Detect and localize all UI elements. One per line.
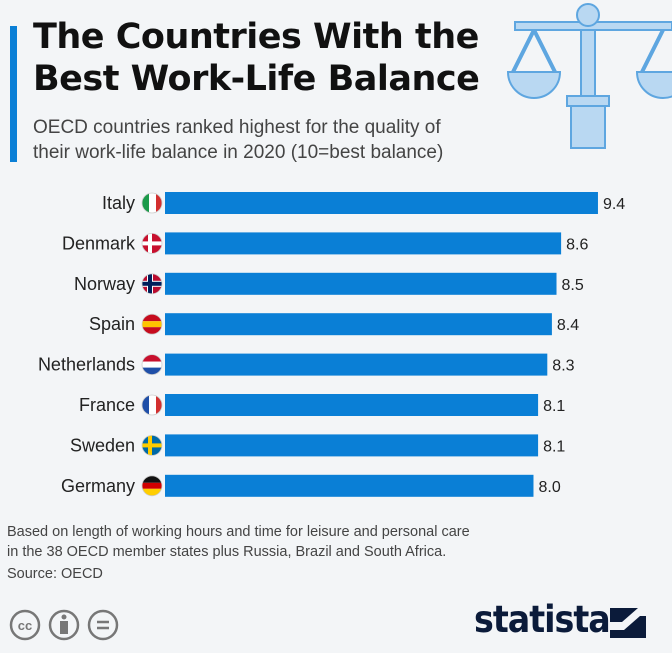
flag-outline [141, 354, 163, 376]
no-derivatives-icon [87, 609, 119, 641]
flag-outline [141, 192, 163, 214]
statista-logo-mark [610, 608, 646, 638]
title-line-1: The Countries With the [33, 17, 479, 57]
category-label: Norway [74, 274, 135, 294]
data-label: 8.5 [562, 277, 584, 294]
chart-subtitle: OECD countries ranked highest for the qu… [33, 115, 443, 165]
bar-germany [165, 474, 534, 497]
source: Source: OECD [7, 566, 103, 582]
note-line-1: Based on length of working hours and tim… [7, 524, 470, 540]
flag-icon-germany [142, 475, 162, 496]
cc-icon [9, 609, 41, 641]
bar-spain [165, 313, 552, 336]
bar-sweden [165, 434, 539, 457]
data-label: 8.3 [552, 358, 574, 375]
title-line-2: Best Work-Life Balance [33, 59, 480, 99]
data-label: 8.4 [557, 317, 579, 334]
note-line-2: in the 38 OECD member states plus Russia… [7, 544, 447, 560]
bar-norway [165, 272, 557, 295]
category-label: Spain [89, 314, 135, 334]
statista-logo: statista [474, 598, 611, 641]
flag-outline [141, 233, 163, 254]
flag-icon-spain [142, 314, 162, 335]
accent-bar [10, 26, 17, 162]
data-label: 8.1 [543, 398, 565, 415]
category-label: France [79, 395, 135, 415]
bar-netherlands [165, 353, 548, 376]
chart-title: The Countries With the Best Work-Life Ba… [33, 16, 480, 100]
data-label: 8.1 [543, 438, 565, 455]
flag-outline [141, 273, 163, 295]
subtitle-line-2: their work-life balance in 2020 (10=best… [33, 142, 444, 163]
flag-outline [141, 434, 163, 456]
flag-icon-norway [142, 273, 162, 294]
category-label: Netherlands [38, 355, 135, 375]
svg-text:cc: cc [18, 618, 32, 633]
data-label: 9.4 [603, 196, 625, 213]
flag-outline [141, 394, 163, 416]
category-label: Italy [102, 193, 135, 213]
category-label: Denmark [62, 233, 136, 253]
bar-france [165, 394, 539, 416]
bar-denmark [165, 232, 562, 255]
data-label: 8.0 [538, 479, 560, 496]
flag-icon-italy [142, 193, 162, 213]
flag-icon-netherlands [142, 354, 162, 375]
flag-icon-france [142, 395, 162, 415]
bar-chart: Italy 9.4 Denmark 8.6 Norway 8.5 Spain 8.4 Nethe… [38, 192, 625, 497]
chart-note: Based on length of working hours and tim… [7, 522, 470, 562]
flag-outline [141, 313, 163, 335]
license-icons[interactable]: cc [8, 608, 128, 642]
scales-of-justice-icon [506, 3, 672, 149]
data-label: 8.6 [566, 236, 588, 253]
flag-icon-sweden [142, 435, 162, 456]
category-label: Germany [61, 476, 135, 496]
attribution-icon [48, 609, 80, 641]
bar-italy [165, 192, 598, 214]
subtitle-line-1: OECD countries ranked highest for the qu… [33, 117, 441, 138]
category-label: Sweden [70, 435, 135, 455]
flag-icon-denmark [142, 233, 162, 254]
flag-outline [141, 475, 163, 497]
